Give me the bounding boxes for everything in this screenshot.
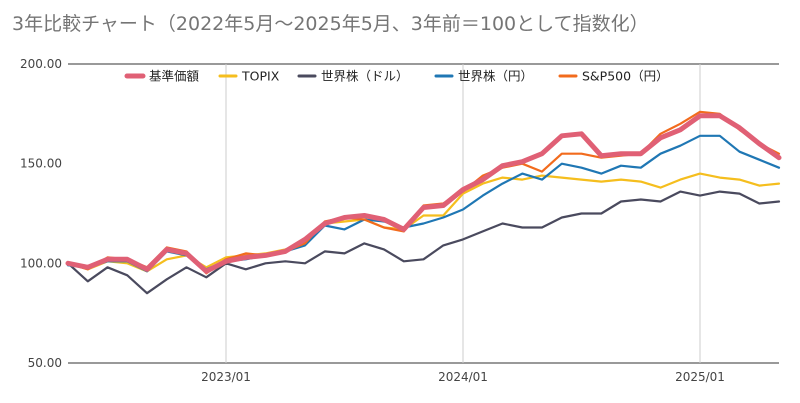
y-tick-label: 150.00 (20, 157, 62, 171)
y-tick-label: 100.00 (20, 256, 62, 270)
y-axis-ticks: 50.00 100.00 150.00 200.00 (20, 57, 62, 370)
x-axis-ticks: 2023/01 2024/01 2025/01 (201, 370, 725, 384)
legend-item: S&P500（円） (558, 69, 669, 84)
legend-label: 世界株（円） (458, 69, 533, 84)
x-tick-label: 2024/01 (438, 370, 488, 384)
legend: 基準価額 TOPIX 世界株（ドル） 世界株（円） S&P500（円） (124, 69, 669, 84)
gridlines (68, 63, 779, 364)
y-tick-label: 200.00 (20, 57, 62, 71)
legend-item: TOPIX (218, 69, 280, 84)
series-line (65, 113, 782, 274)
legend-item: 世界株（ドル） (297, 69, 409, 84)
legend-label: 基準価額 (149, 69, 200, 84)
legend-label: S&P500（円） (582, 69, 669, 84)
x-tick-label: 2023/01 (201, 370, 251, 384)
legend-item: 世界株（円） (434, 69, 533, 84)
legend-label: 世界株（ドル） (321, 69, 409, 84)
x-tick-label: 2025/01 (675, 370, 725, 384)
legend-label: TOPIX (241, 69, 280, 84)
series-lines (65, 110, 782, 295)
series-line (66, 190, 781, 295)
y-tick-label: 50.00 (28, 356, 62, 370)
legend-item: 基準価額 (124, 69, 200, 84)
chart-title: 3年比較チャート（2022年5月〜2025年5月、3年前＝100として指数化） (12, 13, 649, 35)
